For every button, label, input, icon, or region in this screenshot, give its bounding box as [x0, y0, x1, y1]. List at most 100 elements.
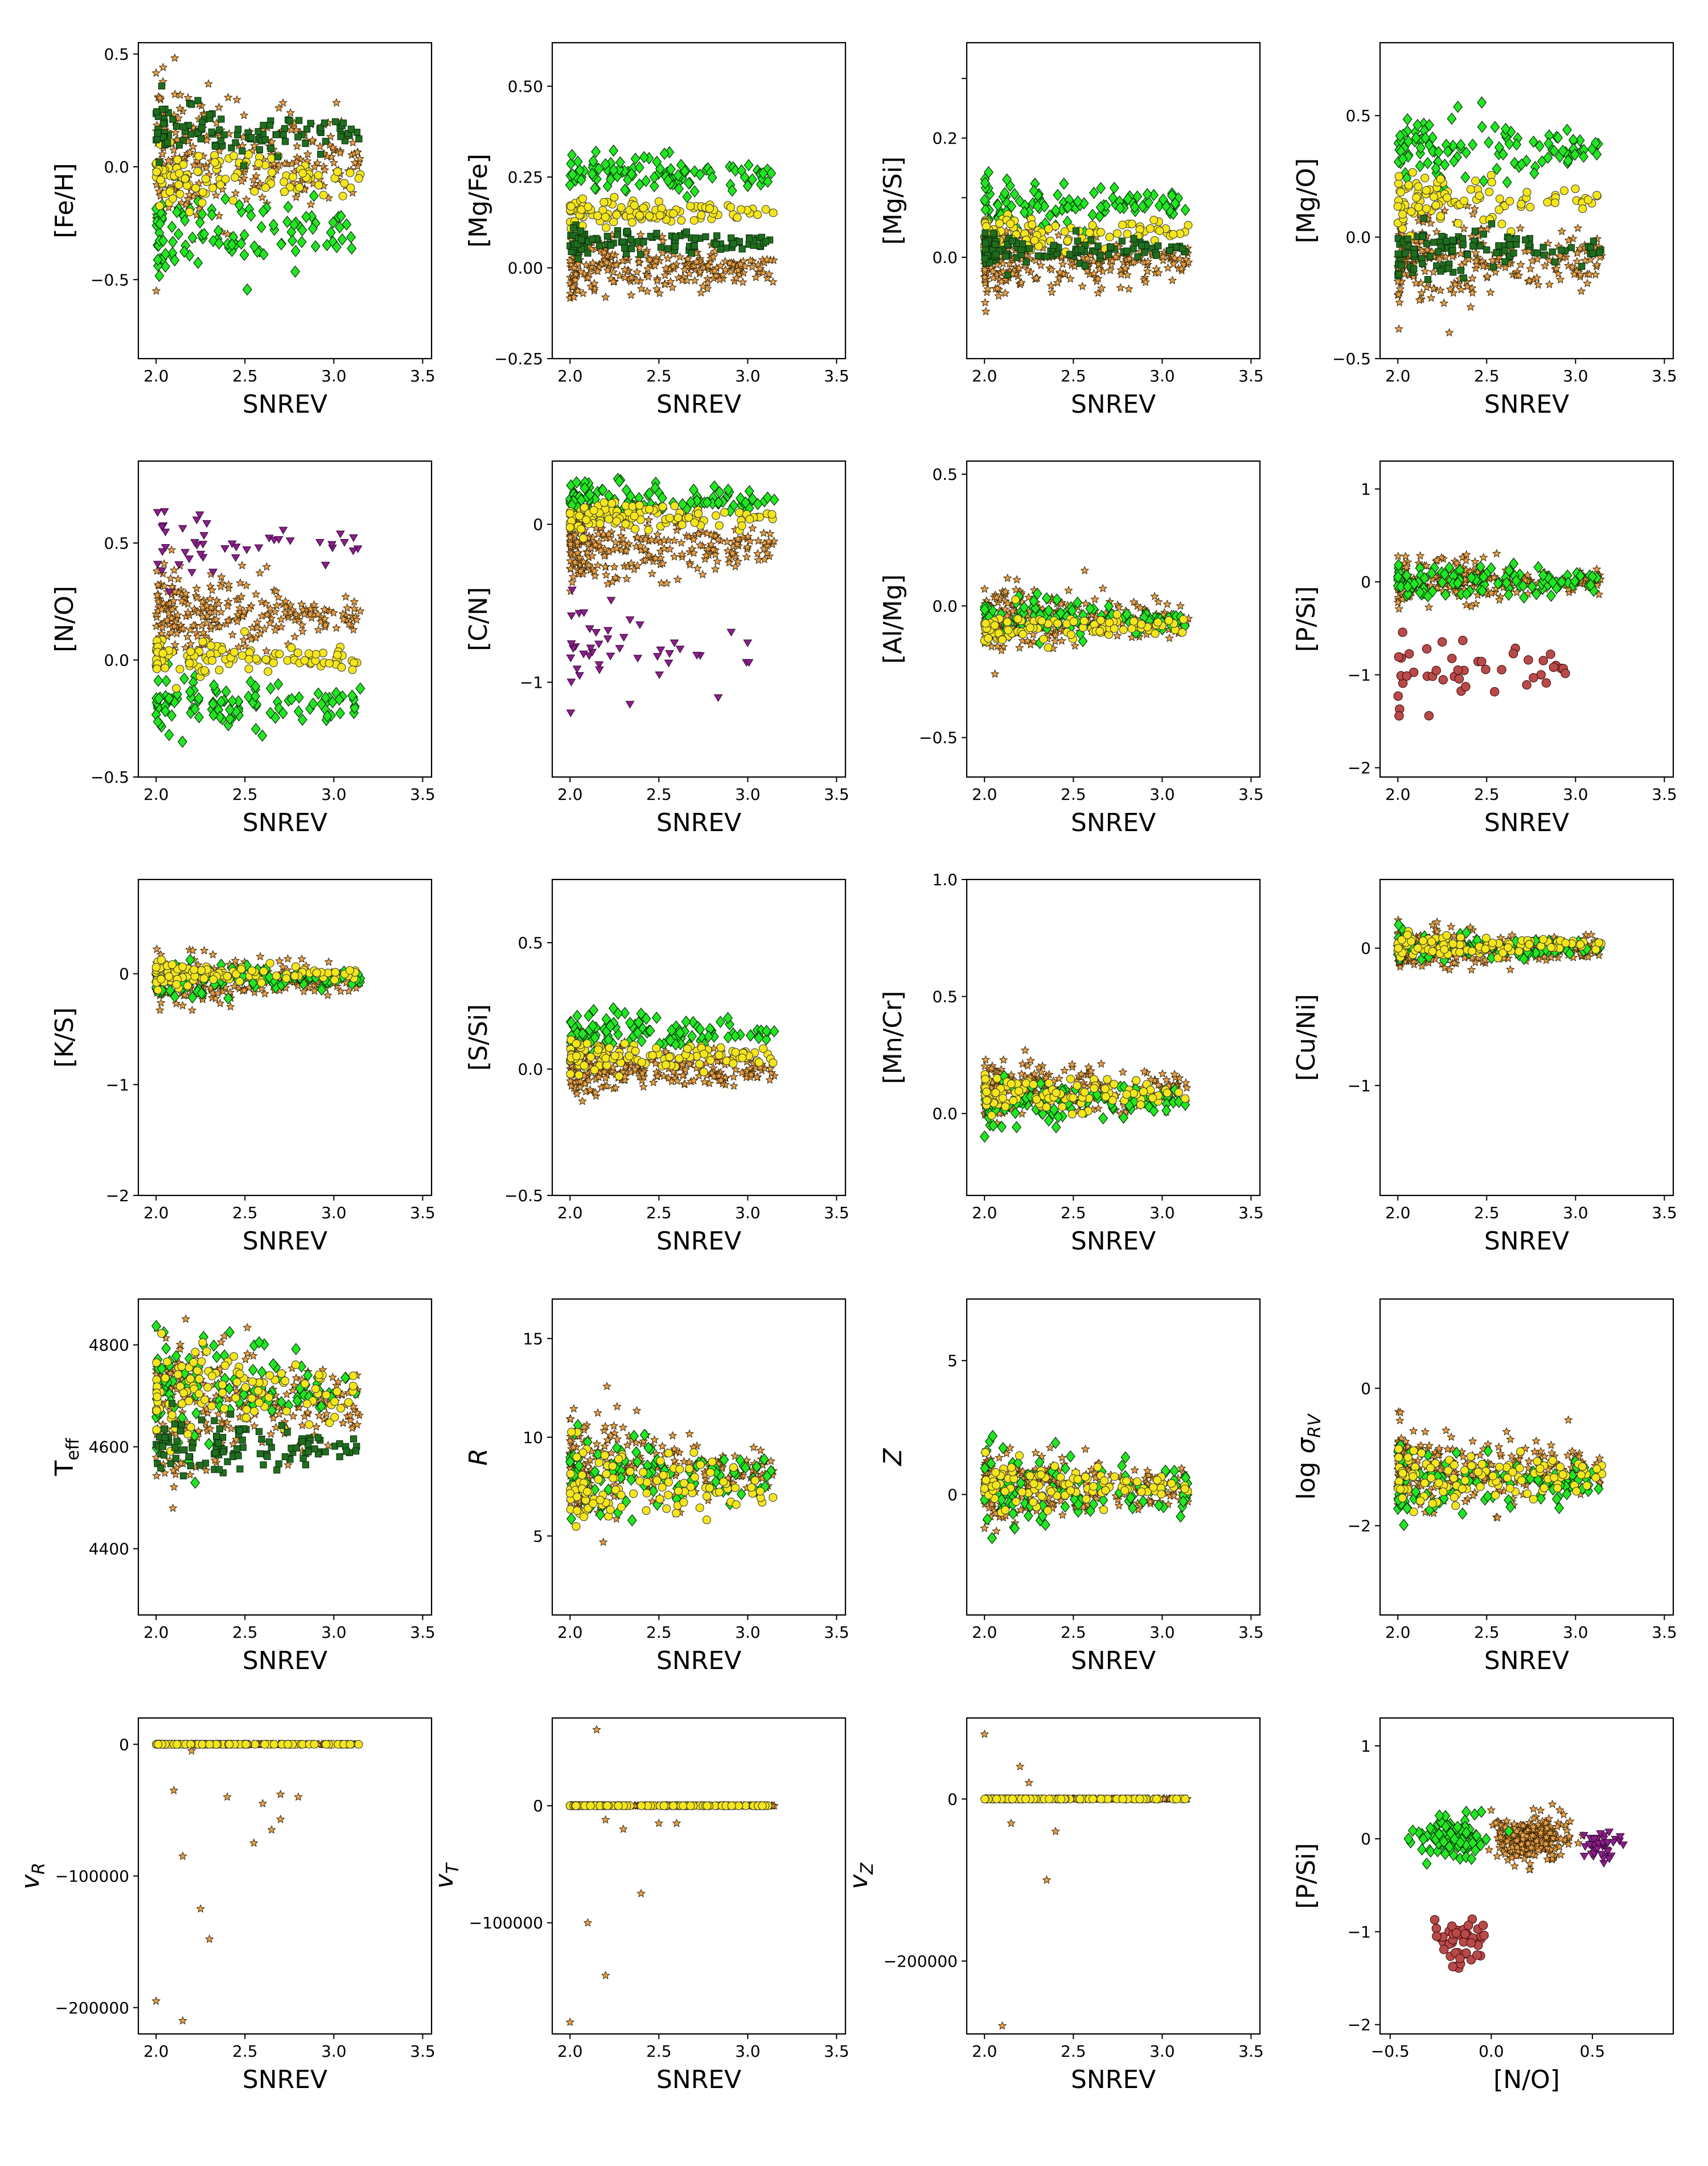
data-point	[1180, 615, 1188, 623]
data-point	[1506, 197, 1514, 205]
data-point	[347, 232, 355, 243]
data-point	[252, 655, 260, 663]
data-point	[184, 633, 191, 640]
data-point	[165, 157, 172, 164]
x-tick-label: 2.0	[972, 785, 997, 804]
data-point	[252, 590, 260, 598]
data-point	[602, 571, 610, 578]
data-point	[355, 174, 363, 182]
data-point	[1497, 665, 1506, 674]
data-point	[620, 634, 628, 641]
data-point	[1489, 221, 1495, 227]
data-point	[991, 621, 999, 629]
data-point	[984, 634, 992, 642]
data-point	[982, 307, 990, 315]
data-point	[1164, 264, 1172, 272]
x-tick-label: 2.5	[232, 785, 258, 804]
data-point	[754, 537, 762, 544]
data-point	[154, 130, 161, 136]
data-point	[674, 514, 682, 522]
data-point	[256, 569, 264, 577]
data-point	[1540, 244, 1546, 250]
data-point	[1436, 175, 1444, 183]
data-point	[188, 131, 194, 137]
y-tick-label: 0.0	[104, 158, 129, 176]
data-point	[630, 202, 638, 209]
data-point	[198, 135, 204, 142]
data-point	[319, 191, 327, 199]
data-point	[346, 967, 354, 975]
data-point	[1119, 221, 1127, 229]
data-point	[656, 211, 664, 219]
data-point	[188, 1006, 196, 1014]
data-point	[233, 96, 240, 103]
data-point	[262, 647, 270, 655]
data-point	[154, 509, 162, 516]
data-point	[1058, 637, 1065, 644]
data-point	[683, 191, 691, 203]
data-point	[167, 574, 174, 582]
data-point	[746, 235, 753, 241]
y-axis-label: [Mg/Si]	[878, 157, 908, 245]
data-point	[1579, 205, 1587, 213]
data-point	[348, 126, 354, 132]
data-point	[179, 963, 187, 971]
data-point	[322, 562, 330, 569]
data-point	[223, 972, 231, 980]
data-point	[257, 221, 265, 233]
data-point	[168, 546, 175, 553]
data-point	[715, 521, 723, 529]
data-point	[170, 566, 178, 574]
data-point	[156, 1006, 163, 1014]
data-point	[154, 986, 162, 994]
data-point	[330, 159, 338, 166]
data-point	[236, 579, 244, 586]
data-point	[1457, 267, 1464, 273]
data-point	[1542, 679, 1550, 687]
data-point	[248, 134, 254, 141]
data-point	[687, 202, 695, 210]
data-point	[1421, 174, 1429, 182]
data-point	[1581, 257, 1588, 264]
data-point	[1475, 192, 1483, 200]
x-axis-label: SNREV	[243, 808, 327, 837]
y-tick-label: 0	[533, 515, 543, 534]
data-point	[224, 93, 232, 101]
data-point	[624, 228, 630, 235]
data-point	[316, 539, 324, 546]
data-point	[302, 211, 310, 223]
data-point	[240, 163, 247, 169]
data-point	[712, 512, 720, 520]
data-point	[165, 729, 173, 741]
data-point	[623, 575, 630, 582]
data-point	[664, 254, 672, 262]
y-axis-label: [Mg/Fe]	[464, 154, 493, 248]
data-point	[1517, 261, 1524, 268]
data-point	[1125, 285, 1132, 293]
data-point	[315, 181, 323, 189]
data-point	[165, 972, 173, 980]
data-point	[1394, 692, 1402, 700]
data-point	[577, 228, 584, 234]
data-point	[243, 196, 250, 203]
y-axis-label: [Mg/O]	[1292, 158, 1321, 244]
data-point	[1407, 208, 1415, 216]
data-point	[1151, 630, 1159, 638]
data-point	[1467, 186, 1475, 194]
data-point	[230, 152, 238, 160]
data-point	[244, 150, 252, 158]
data-point	[991, 670, 999, 677]
data-point	[349, 548, 357, 554]
data-point	[1479, 175, 1488, 187]
data-point	[251, 187, 258, 195]
data-point	[254, 159, 262, 167]
data-point	[730, 1082, 737, 1090]
data-point	[243, 582, 250, 589]
data-point	[315, 626, 322, 634]
data-point	[268, 154, 276, 162]
data-point	[1496, 195, 1504, 203]
data-point	[762, 205, 770, 213]
data-point	[1079, 282, 1086, 290]
data-point	[703, 233, 709, 240]
